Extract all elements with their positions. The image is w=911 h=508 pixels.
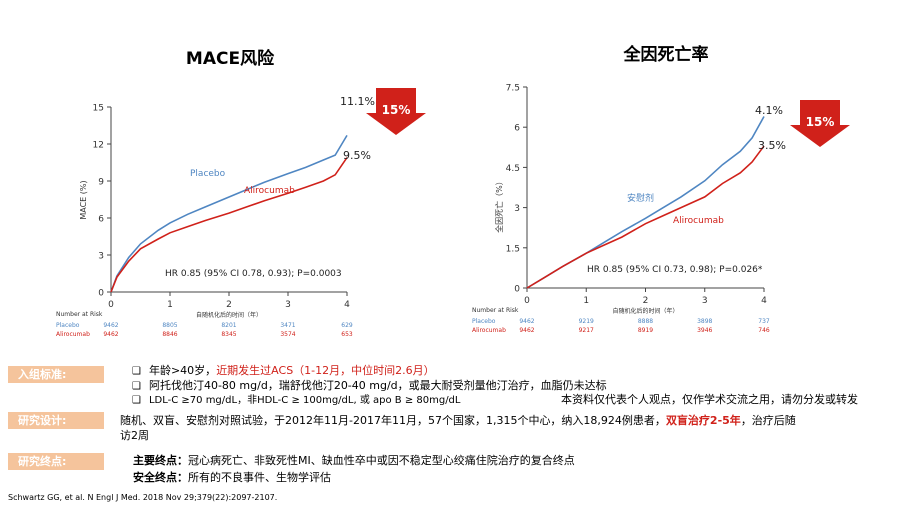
y-axis-label: MACE (%) [79,180,88,219]
risk-table-cell: 3946 [697,327,712,334]
x-tick-label: 1 [583,296,589,306]
down-arrow-icon [790,100,850,147]
acs-criterion: 近期发生过ACS（1-12月，中位时间2.6月） [216,364,435,377]
y-tick-label: 3 [514,204,520,214]
checkbox-icon: ❑ [132,381,141,392]
citation: Schwartz GG, et al. N Engl J Med. 2018 N… [8,493,278,502]
x-axis-label: 自随机化后的时间（年） [196,311,262,319]
inclusion-item-1: ❑ 年龄>40岁，近期发生过ACS（1-12月，中位时间2.6月） [132,364,435,379]
reduction-label: 15% [382,103,411,117]
y-tick-label: 7.5 [506,84,520,94]
end-value-label-placebo: 11.1% [340,95,375,108]
risk-table-cell: 8846 [162,331,177,338]
y-tick-label: 6 [98,215,104,225]
end-value-label-alirocumab: 9.5% [343,149,371,162]
risk-table-cell: 746 [758,327,770,334]
series-label: Placebo [190,169,226,179]
disclaimer: 本资料仅代表个人观点，仅作学术交流之用，请勿分发或转发 [561,393,858,406]
y-tick-label: 1.5 [506,244,520,254]
y-axis-label: 全因死亡（%） [494,177,504,233]
risk-table-cell: 629 [341,322,353,329]
primary-endpoint: 主要终点：冠心病死亡、非致死性MI、缺血性卒中或因不稳定型心绞痛住院治疗的复合终… [133,454,575,468]
chart-title: MACE风险 [186,48,275,69]
safety-endpoint: 安全终点：所有的不良事件、生物学评估 [133,471,331,485]
risk-table-cell: 8805 [162,322,177,329]
risk-table-cell: 737 [758,318,770,325]
risk-table-cell: 9462 [103,322,118,329]
y-tick-label: 12 [93,141,104,151]
series-line-1 [526,145,765,289]
lipid-criterion: LDL-C ≥70 mg/dL，非HDL-C ≥ 100mg/dL, 或 apo… [148,395,461,406]
y-tick-label: 3 [98,252,104,262]
safety-endpoint-text: 所有的不良事件、生物学评估 [188,471,331,484]
age-criterion: 年龄>40岁， [148,364,217,377]
primary-endpoint-label: 主要终点： [133,454,188,467]
y-tick-label: 0 [514,285,520,295]
risk-table-cell: 8919 [638,327,653,334]
y-tick-label: 0 [98,289,104,299]
risk-table-header: Number at Risk [472,307,519,314]
chart-title: 全因死亡率 [623,44,709,65]
series-line-0 [110,134,348,293]
series-label: Alirocumab [244,186,295,196]
risk-table-cell: 3471 [280,322,295,329]
risk-table-header: Number at Risk [56,311,103,318]
risk-table-cell: 653 [341,331,353,338]
down-arrow-icon [366,88,426,135]
inclusion-item-2: ❑ 阿托伐他汀40-80 mg/d，瑞舒伐他汀20-40 mg/d，或最大耐受剂量… [132,379,607,394]
endpoints-label: 研究终点: [8,453,104,470]
y-tick-label: 4.5 [506,164,520,174]
risk-table-row-name: Alirocumab [472,327,506,334]
inclusion-item-3: ❑ LDL-C ≥70 mg/dL，非HDL-C ≥ 100mg/dL, 或 ap… [132,394,460,408]
design-duration: 双盲治疗2-5年 [665,414,741,427]
design-text: 随机、双盲、安慰剂对照试验，于2012年11月-2017年11月，57个国家，1… [120,414,796,428]
risk-table-row-name: Placebo [56,322,80,329]
x-tick-label: 0 [108,300,114,310]
hazard-ratio-text: HR 0.85 (95% CI 0.78, 0.93); P=0.0003 [165,269,342,279]
risk-table-row-name: Placebo [472,318,496,325]
inclusion-label: 入组标准: [8,366,104,383]
y-tick-label: 9 [98,178,104,188]
y-tick-label: 15 [93,104,104,114]
risk-table-row-name: Alirocumab [56,331,90,338]
risk-table-cell: 9219 [579,318,594,325]
series-line-1 [110,157,348,293]
design-text-main: 随机、双盲、安慰剂对照试验，于2012年11月-2017年11月，57个国家，1… [120,414,666,427]
end-value-label-alirocumab: 3.5% [758,139,786,152]
risk-table-cell: 9462 [519,318,534,325]
series-label: Alirocumab [673,216,724,226]
x-tick-label: 0 [524,296,530,306]
x-tick-label: 4 [344,300,350,310]
x-axis-label: 自随机化后的时间（年） [612,307,678,315]
y-tick-label: 6 [514,124,520,134]
statin-criterion: 阿托伐他汀40-80 mg/d，瑞舒伐他汀20-40 mg/d，或最大耐受剂量他… [148,379,607,392]
risk-table-cell: 9462 [519,327,534,334]
checkbox-icon: ❑ [132,366,141,377]
end-value-label-placebo: 4.1% [755,104,783,117]
x-tick-label: 4 [761,296,767,306]
risk-table-cell: 9217 [579,327,594,334]
x-tick-label: 2 [226,300,232,310]
x-tick-label: 2 [643,296,649,306]
series-label: 安慰剂 [627,192,654,204]
safety-endpoint-label: 安全终点： [133,471,188,484]
risk-table-cell: 3898 [697,318,712,325]
hazard-ratio-text: HR 0.85 (95% CI 0.73, 0.98); P=0.026* [587,265,763,275]
risk-table-cell: 3574 [280,331,295,338]
risk-table-cell: 8201 [221,322,236,329]
primary-endpoint-text: 冠心病死亡、非致死性MI、缺血性卒中或因不稳定型心绞痛住院治疗的复合终点 [188,454,575,467]
design-text-cont: 访2周 [120,429,149,442]
risk-table-cell: 8888 [638,318,653,325]
x-tick-label: 3 [702,296,708,306]
checkbox-icon: ❑ [132,395,141,406]
risk-table-cell: 9462 [103,331,118,338]
reduction-label: 15% [806,115,835,129]
x-tick-label: 1 [167,300,173,310]
risk-table-cell: 8345 [221,331,236,338]
x-tick-label: 3 [285,300,291,310]
design-label: 研究设计: [8,412,104,429]
design-text-tail: ，治疗后随 [740,414,796,427]
